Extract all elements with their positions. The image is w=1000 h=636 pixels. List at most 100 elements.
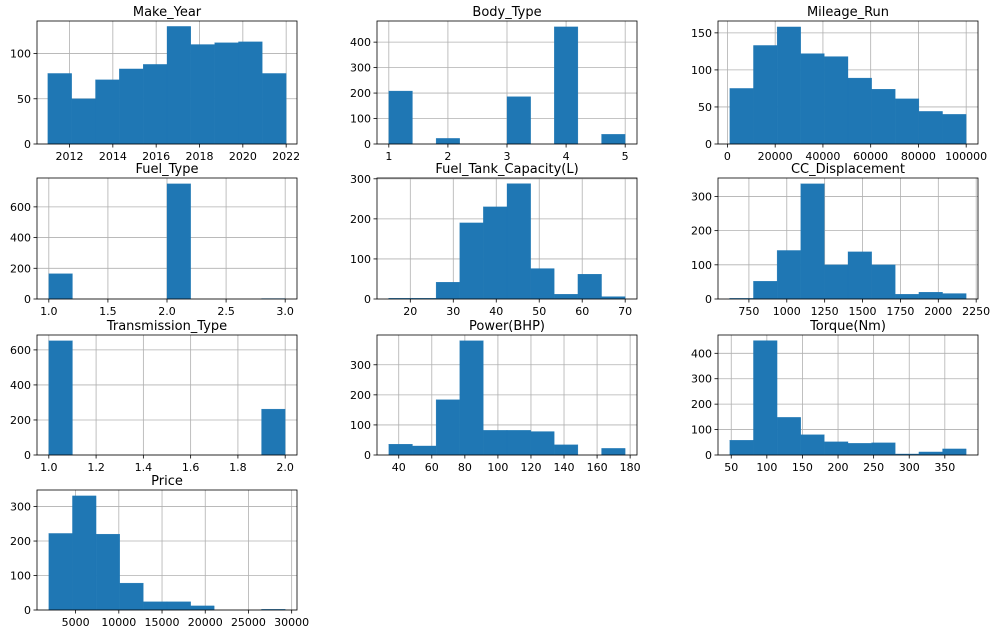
bars	[48, 340, 286, 456]
bar	[895, 98, 920, 145]
bar	[435, 399, 460, 456]
histogram-torque-nm: 50 100 150 200 250 300 350 0 100 200 300 400 Torque(…	[691, 319, 979, 474]
x-tick-label: 1	[385, 150, 392, 163]
x-tick-label: 1.4	[135, 461, 153, 474]
bar	[776, 250, 801, 300]
y-tick-label: 0	[24, 604, 31, 617]
y-tick-label: 400	[350, 36, 371, 49]
x-tick-label: 4	[563, 150, 570, 163]
y-tick-label: 0	[364, 449, 371, 462]
x-tick-label: 10000	[101, 616, 136, 629]
bar	[143, 601, 168, 611]
y-tick-label: 300	[350, 359, 371, 372]
x-tick-label: 2.0	[158, 305, 176, 318]
bars	[388, 26, 626, 145]
bar	[412, 445, 437, 456]
x-tick-label: 40	[392, 461, 406, 474]
x-tick-label: 25000	[231, 616, 266, 629]
bar	[824, 441, 849, 456]
y-tick-label: 300	[691, 373, 712, 386]
bar	[918, 111, 943, 145]
bar	[119, 68, 144, 145]
bar	[871, 442, 896, 456]
x-tick-label: 50	[532, 305, 546, 318]
y-tick-label: 200	[350, 389, 371, 402]
y-tick-label: 300	[10, 501, 31, 514]
x-tick-label: 60	[425, 461, 439, 474]
bar	[95, 533, 120, 611]
x-tick-label: 2022	[272, 150, 300, 163]
histogram-transmission-type: 1.0 1.2 1.4 1.6 1.8 2.0 0 200 400 600 Transmission…	[10, 319, 298, 474]
bar	[48, 340, 73, 456]
x-tick-label: 2020	[229, 150, 257, 163]
x-tick-label: 160	[587, 461, 608, 474]
x-tick-label: 3	[504, 150, 511, 163]
y-tick-label: 100	[350, 419, 371, 432]
x-tick-label: 2018	[186, 150, 214, 163]
x-tick-label: 1.0	[40, 305, 58, 318]
y-tick-label: 0	[705, 293, 712, 306]
bar	[554, 294, 579, 300]
bar	[435, 138, 460, 145]
x-tick-label: 2000	[924, 305, 952, 318]
x-tick-label: 750	[738, 305, 759, 318]
x-tick-label: 30000	[274, 616, 309, 629]
x-tick-label: 2012	[56, 150, 84, 163]
bar	[554, 444, 579, 456]
x-tick-label: 5	[622, 150, 629, 163]
x-tick-label: 20	[403, 305, 417, 318]
x-tick-label: 140	[554, 461, 575, 474]
x-tick-label: 1.6	[182, 461, 200, 474]
bar	[942, 114, 967, 145]
bar	[119, 582, 144, 611]
chart-title: Make_Year	[133, 5, 202, 20]
bar	[483, 430, 508, 456]
x-tick-label: 20000	[758, 150, 793, 163]
y-tick-label: 100	[691, 259, 712, 272]
histogram-power-bhp: 40 60 80 100 120 140 160 180 0 100 200 300 Power(BHP…	[350, 319, 641, 474]
bar	[729, 440, 754, 456]
y-tick-label: 50	[17, 93, 31, 106]
bar	[776, 417, 801, 456]
bar	[729, 88, 754, 145]
bar	[847, 251, 872, 300]
x-tick-label: 100	[756, 461, 777, 474]
bar	[918, 292, 943, 300]
x-tick-label: 3.0	[276, 305, 294, 318]
bar	[824, 56, 849, 145]
x-tick-label: 150	[792, 461, 813, 474]
bar	[95, 79, 120, 145]
x-tick-label: 50	[724, 461, 738, 474]
y-tick-label: 0	[705, 138, 712, 151]
bar	[942, 293, 967, 300]
bars	[388, 340, 626, 456]
bar	[48, 533, 73, 611]
bars	[47, 26, 287, 145]
y-tick-label: 0	[364, 138, 371, 151]
bar	[166, 183, 191, 300]
axes-frame	[36, 334, 298, 456]
y-tick-label: 0	[24, 138, 31, 151]
x-tick-label: 350	[934, 461, 955, 474]
bars	[48, 495, 286, 611]
y-tick-label: 300	[691, 190, 712, 203]
chart-title: Transmission_Type	[106, 319, 227, 334]
x-tick-label: 1.8	[229, 461, 247, 474]
bar	[753, 281, 778, 300]
x-tick-label: 1.2	[87, 461, 105, 474]
x-tick-label: 30	[446, 305, 460, 318]
bar	[506, 183, 531, 300]
chart-title: Torque(Nm)	[809, 319, 886, 334]
bar	[776, 26, 801, 145]
bar	[601, 134, 626, 145]
bar	[800, 53, 825, 145]
bar	[48, 273, 73, 300]
histogram-make-year: 2012 2014 2016 2018 2020 2022 0 50 100 Make_Year	[10, 5, 300, 163]
bars	[388, 183, 626, 300]
bar	[530, 431, 555, 456]
x-tick-label: 1750	[886, 305, 914, 318]
bar	[847, 77, 872, 145]
x-tick-label: 100000	[945, 150, 987, 163]
chart-title: CC_Displacement	[791, 162, 905, 177]
